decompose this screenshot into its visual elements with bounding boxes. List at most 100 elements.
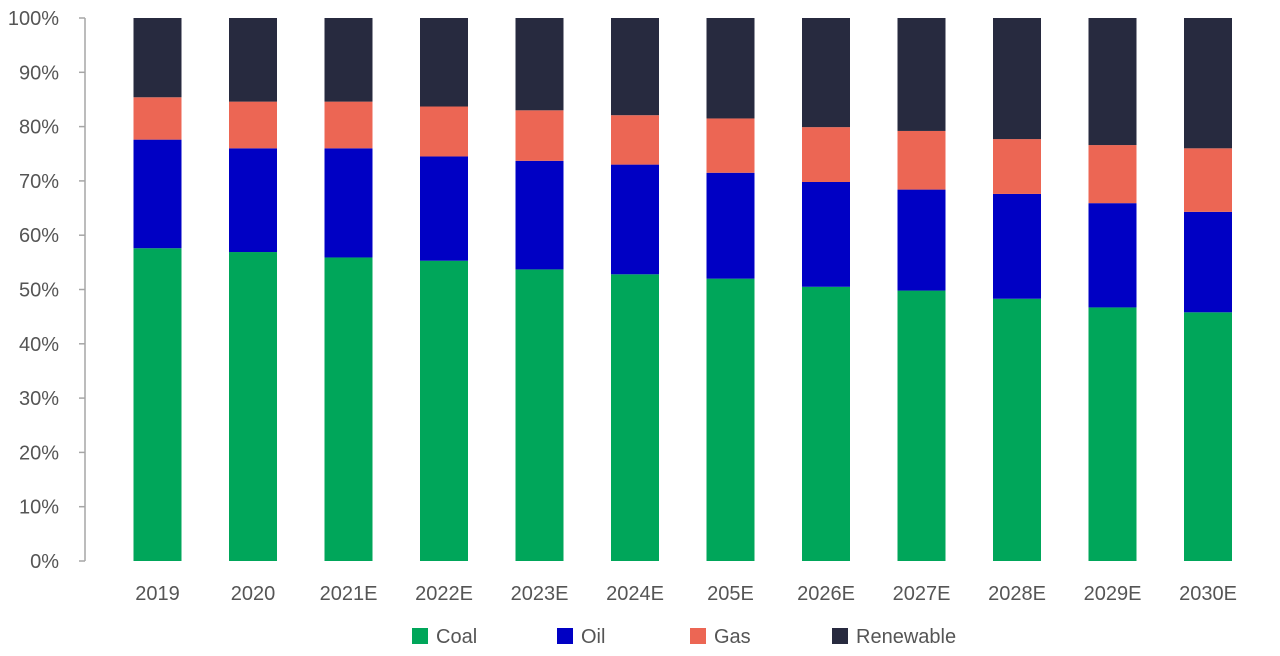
- y-tick-label: 70%: [19, 171, 59, 193]
- bar-segment-coal: [611, 274, 659, 561]
- legend-item-gas: Gas: [690, 626, 751, 648]
- legend-swatch: [690, 628, 706, 644]
- bar-segment-oil: [324, 148, 373, 258]
- bar-segment-renewable: [133, 18, 182, 98]
- bar-segment-renewable: [897, 18, 946, 131]
- y-axis: 0% 10% 20% 30% 40% 50% 60% 70% 80% 90% 100%: [8, 8, 86, 573]
- x-tick-label: 2027E: [893, 583, 951, 605]
- y-tick-label: 100%: [8, 8, 59, 30]
- x-tick-label: 2030E: [1179, 583, 1237, 605]
- x-tick-label: 2023E: [511, 583, 569, 605]
- bar-segment-oil: [229, 148, 277, 253]
- legend-item-renewable: Renewable: [832, 626, 956, 648]
- bar-segment-coal: [324, 257, 373, 561]
- bar-group: [515, 18, 564, 561]
- bar-segment-coal: [515, 269, 564, 561]
- bar-segment-renewable: [229, 18, 277, 102]
- x-tick-label: 2028E: [988, 583, 1046, 605]
- bar-group: [1184, 18, 1232, 561]
- y-tick-label: 80%: [19, 117, 59, 139]
- bar-segment-gas: [420, 106, 468, 157]
- bar-segment-renewable: [1184, 18, 1232, 149]
- bar-segment-renewable: [324, 18, 373, 102]
- legend-label: Gas: [714, 626, 751, 648]
- legend-swatch: [832, 628, 848, 644]
- bar-group: [133, 18, 182, 561]
- legend-swatch: [412, 628, 428, 644]
- x-tick-label: 2024E: [606, 583, 664, 605]
- bar-segment-coal: [802, 286, 850, 561]
- y-tick-label: 60%: [19, 225, 59, 247]
- bar-group: [1088, 18, 1137, 561]
- bar-segment-oil: [133, 139, 182, 249]
- bar-segment-gas: [706, 118, 755, 173]
- bars: [133, 18, 1232, 561]
- bar-segment-gas: [133, 97, 182, 140]
- bar-group: [324, 18, 373, 561]
- legend: Coal Oil Gas Renewable: [412, 626, 956, 648]
- bar-segment-gas: [993, 139, 1041, 194]
- y-tick-label: 50%: [19, 280, 59, 302]
- legend-swatch: [557, 628, 573, 644]
- bar-segment-renewable: [1088, 18, 1137, 146]
- y-tick-label: 30%: [19, 388, 59, 410]
- bar-segment-oil: [993, 193, 1041, 299]
- bar-group: [802, 18, 850, 561]
- y-tick-label: 40%: [19, 334, 59, 356]
- bar-group: [993, 18, 1041, 561]
- x-axis: 2019 2020 2021E 2022E 2023E 2024E 205E 2026E 202…: [135, 583, 1237, 605]
- bar-segment-oil: [611, 164, 659, 275]
- bar-segment-coal: [897, 290, 946, 561]
- bar-segment-gas: [897, 130, 946, 190]
- bar-segment-renewable: [611, 18, 659, 116]
- x-tick-label: 2021E: [320, 583, 378, 605]
- x-tick-label: 2026E: [797, 583, 855, 605]
- bar-segment-coal: [420, 260, 468, 561]
- bar-segment-oil: [515, 160, 564, 270]
- bar-segment-oil: [420, 156, 468, 261]
- y-tick-label: 0%: [30, 551, 59, 573]
- legend-item-oil: Oil: [557, 626, 605, 648]
- bar-segment-gas: [1184, 148, 1232, 212]
- bar-segment-coal: [1088, 307, 1137, 561]
- bar-segment-coal: [993, 298, 1041, 561]
- bar-segment-oil: [1088, 203, 1137, 308]
- bar-segment-gas: [324, 101, 373, 149]
- bar-segment-renewable: [993, 18, 1041, 140]
- bar-segment-gas: [229, 101, 277, 149]
- x-tick-label: 2020: [231, 583, 276, 605]
- bar-segment-renewable: [420, 18, 468, 107]
- bar-segment-renewable: [706, 18, 755, 119]
- x-tick-label: 2019: [135, 583, 180, 605]
- x-tick-label: 2029E: [1084, 583, 1142, 605]
- x-tick-label: 2022E: [415, 583, 473, 605]
- bar-segment-oil: [706, 172, 755, 279]
- bar-segment-gas: [515, 110, 564, 161]
- bar-segment-coal: [706, 278, 755, 561]
- bar-segment-oil: [897, 189, 946, 291]
- x-tick-label: 205E: [707, 583, 754, 605]
- y-tick-label: 20%: [19, 442, 59, 464]
- legend-label: Coal: [436, 626, 477, 648]
- legend-label: Renewable: [856, 626, 956, 648]
- legend-label: Oil: [581, 626, 605, 648]
- bar-segment-coal: [1184, 312, 1232, 561]
- bar-group: [897, 18, 946, 561]
- bar-segment-gas: [1088, 145, 1137, 204]
- bar-group: [706, 18, 755, 561]
- bar-segment-coal: [229, 252, 277, 561]
- y-tick-label: 90%: [19, 62, 59, 84]
- bar-segment-coal: [133, 248, 182, 561]
- bar-segment-oil: [1184, 211, 1232, 313]
- bar-segment-gas: [611, 115, 659, 165]
- bar-segment-renewable: [515, 18, 564, 111]
- bar-group: [229, 18, 277, 561]
- legend-item-coal: Coal: [412, 626, 477, 648]
- bar-group: [420, 18, 468, 561]
- bar-segment-gas: [802, 127, 850, 182]
- y-tick-label: 10%: [19, 497, 59, 519]
- bar-segment-oil: [802, 181, 850, 287]
- bar-group: [611, 18, 659, 561]
